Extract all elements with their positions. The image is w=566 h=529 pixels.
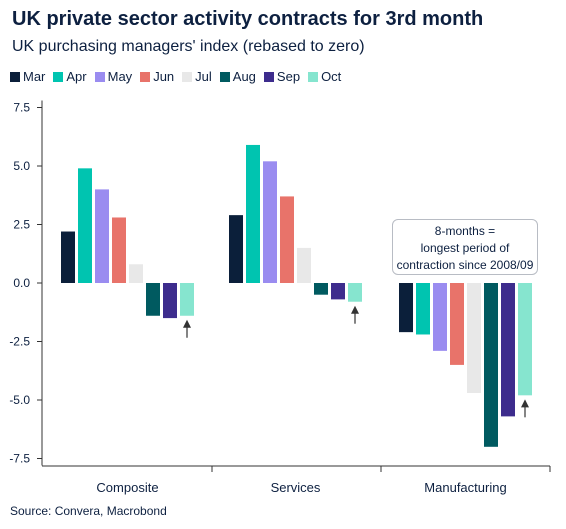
bar-services-jul [297, 247, 311, 283]
bar-composite-jun [112, 217, 126, 283]
x-category-label: Manufacturing [424, 480, 506, 495]
legend-swatch [219, 71, 230, 82]
y-tick-label: -5.0 [9, 393, 30, 407]
source-note: Source: Convera, Macrobond [10, 504, 167, 518]
y-tick-label: 7.5 [13, 101, 30, 115]
legend-label: Mar [23, 69, 46, 84]
legend-swatch [263, 71, 274, 82]
y-tick-label: 2.5 [13, 218, 30, 232]
legend-swatch [94, 71, 105, 82]
legend-item-oct: Oct [308, 69, 341, 84]
arrow-head [521, 399, 529, 408]
arrow-head [183, 319, 191, 328]
bar-manufacturing-apr [416, 283, 430, 335]
bar-composite-apr [78, 168, 92, 283]
bar-manufacturing-jul [467, 283, 481, 393]
legend-item-apr: Apr [53, 69, 87, 84]
legend-swatch [10, 71, 20, 82]
bar-services-aug [314, 283, 328, 295]
bar-services-may [263, 161, 277, 283]
legend-label: May [107, 69, 133, 84]
legend-label: Jul [195, 69, 212, 84]
legend-item-may: May [94, 69, 133, 84]
callout-line-2: longest period of [420, 240, 510, 255]
legend-swatch [140, 71, 151, 82]
callout-line-3: contraction since 2008/09 [396, 257, 534, 272]
legend-label: Oct [321, 69, 342, 84]
y-tick-label: -2.5 [9, 335, 30, 349]
bar-services-oct [348, 283, 362, 302]
annotation-callout: 8-months = longest period of contraction… [392, 219, 538, 275]
callout-line-1: 8-months = [434, 223, 496, 238]
bar-manufacturing-mar [399, 283, 413, 333]
legend-item-jul: Jul [182, 69, 212, 84]
y-tick-label: 5.0 [13, 159, 30, 173]
bar-composite-mar [61, 231, 75, 283]
x-category-label: Services [271, 480, 321, 495]
bar-composite-may [95, 189, 109, 283]
legend-label: Aug [232, 69, 256, 84]
legend-swatch [308, 71, 319, 82]
y-tick-label: 0.0 [13, 276, 30, 290]
bar-composite-sep [163, 283, 177, 319]
legend-label: Sep [276, 69, 301, 84]
x-category-label: Composite [96, 480, 158, 495]
legend-item-sep: Sep [263, 69, 301, 84]
bar-services-apr [246, 144, 260, 283]
chart-subtitle: UK purchasing managers' index (rebased t… [12, 38, 365, 55]
legend: Mar Apr May Jun Jul Aug Sep Oct [10, 69, 341, 84]
legend-swatch [182, 71, 193, 82]
bar-composite-jul [129, 264, 143, 283]
legend-item-mar: Mar [10, 69, 45, 84]
arrow-head [351, 305, 359, 314]
bar-manufacturing-may [433, 283, 447, 351]
bar-manufacturing-jun [450, 283, 464, 365]
bar-composite-aug [146, 283, 160, 316]
y-tick-label: -7.5 [9, 452, 30, 466]
bar-manufacturing-oct [518, 283, 532, 396]
bar-services-sep [331, 283, 345, 300]
bar-services-jun [280, 196, 294, 283]
legend-item-aug: Aug [219, 69, 256, 84]
legend-item-jun: Jun [140, 69, 174, 84]
bar-services-mar [229, 215, 243, 283]
bar-composite-oct [180, 283, 194, 316]
bar-manufacturing-aug [484, 283, 498, 447]
legend-swatch [53, 71, 64, 82]
chart-title: UK private sector activity contracts for… [12, 8, 484, 30]
legend-label: Jun [153, 69, 175, 84]
legend-label: Apr [66, 69, 87, 84]
bar-manufacturing-sep [501, 283, 515, 417]
